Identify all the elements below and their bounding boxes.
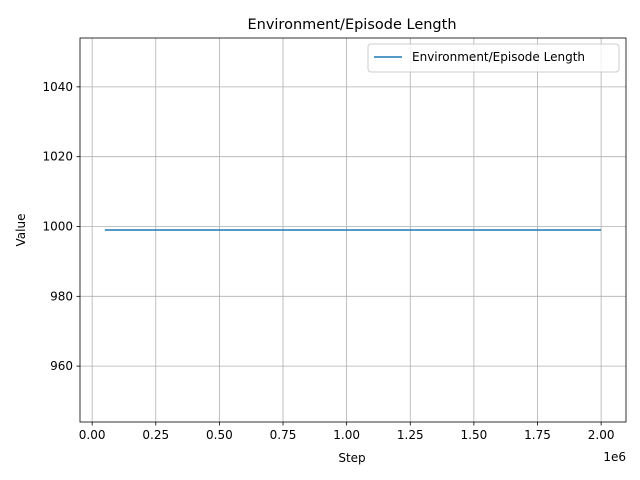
legend-box [367,43,620,73]
x-tick-label: 0.75 [270,428,297,442]
x-axis: 0.00 0.25 0.50 0.75 1.00 1.25 1.50 1.75 2.00 [79,422,615,442]
y-axis-label: Value [14,214,28,247]
x-tick-label: 1.50 [461,428,488,442]
x-tick-label: 1.75 [524,428,551,442]
chart-title: Environment/Episode Length [247,17,456,33]
legend: Environment/Episode Length [367,43,620,73]
x-offset-label: 1e6 [603,450,626,464]
y-tick-label: 1020 [42,150,73,164]
x-axis-label: Step [338,451,365,465]
x-tick-label: 2.00 [588,428,615,442]
x-tick-label: 0.00 [79,428,106,442]
y-tick-label: 1000 [42,220,73,234]
x-tick-label: 0.25 [142,428,169,442]
x-tick-label: 1.25 [397,428,424,442]
x-tick-label: 1.00 [333,428,360,442]
y-tick-label: 960 [50,359,73,373]
plot-frame [79,37,627,423]
y-tick-label: 980 [50,289,73,303]
y-axis: 960 980 1000 1020 1040 [42,80,80,373]
legend-entry-label: Environment/Episode Length [412,50,585,64]
x-tick-label: 0.50 [206,428,233,442]
y-tick-label: 1040 [42,80,73,94]
